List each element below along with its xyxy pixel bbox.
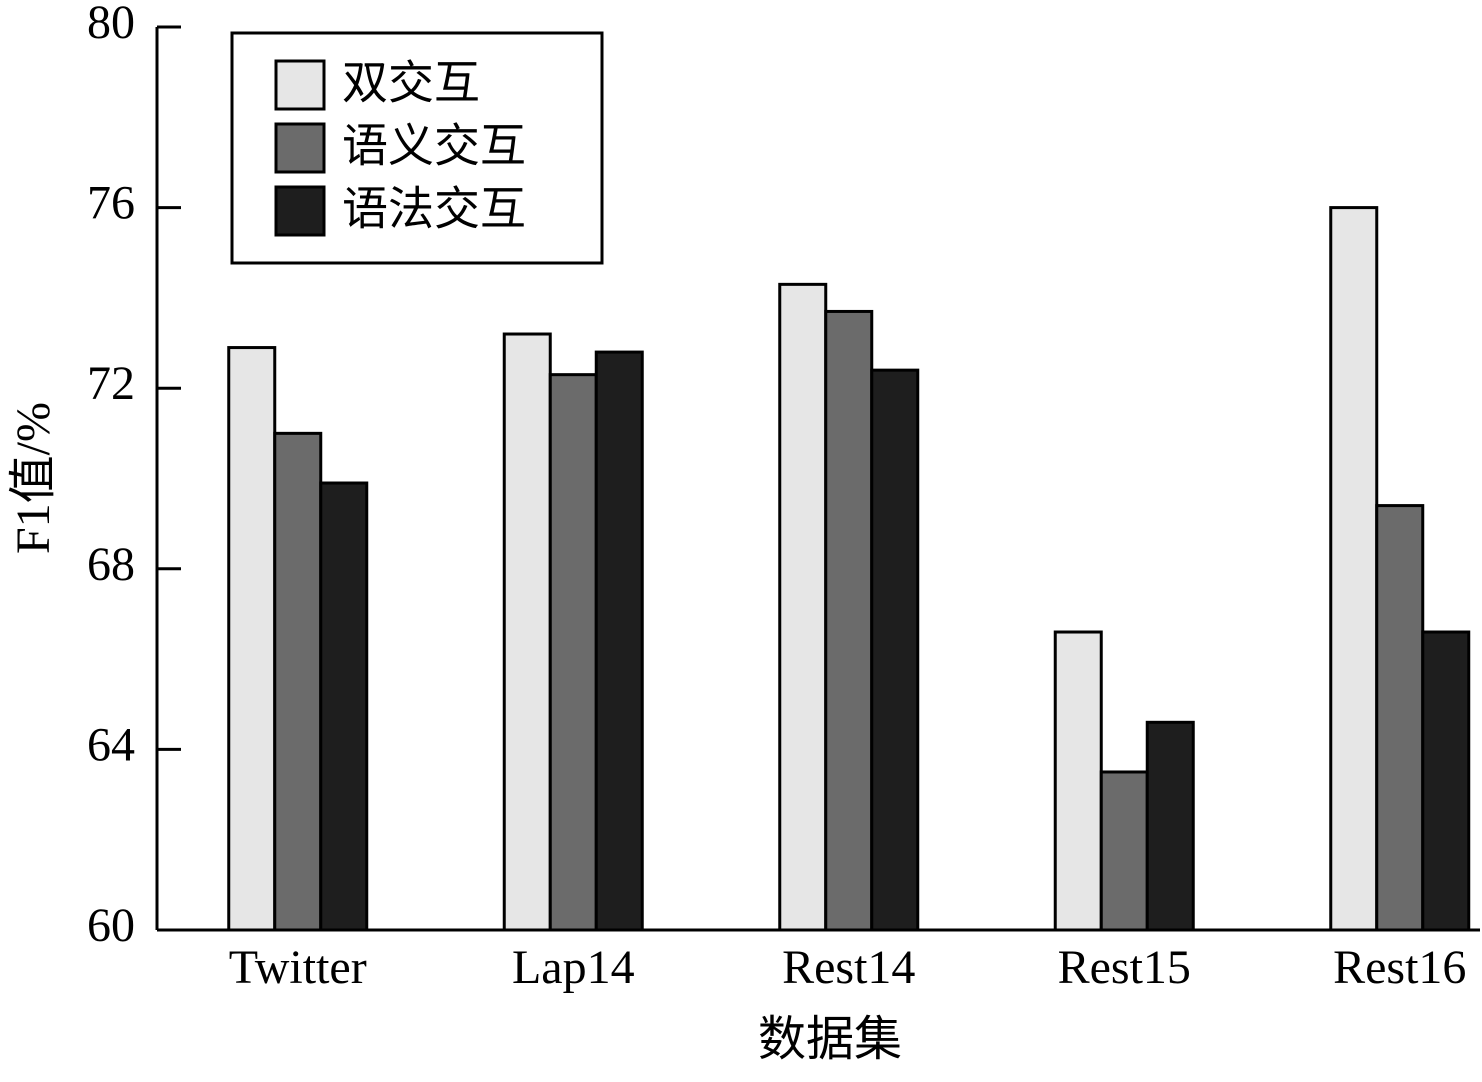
bar: [273, 431, 323, 932]
legend-swatch: [274, 185, 326, 237]
bar: [319, 481, 369, 932]
x-tick-label: Rest16: [1333, 941, 1466, 994]
legend-swatch: [274, 122, 326, 174]
y-tick-label: 60: [87, 899, 135, 952]
bar: [227, 346, 277, 932]
legend-label: 语法交互: [342, 182, 526, 236]
bar: [1421, 630, 1471, 932]
x-axis-label: 数据集: [758, 1013, 902, 1066]
y-tick-label: 68: [87, 538, 135, 591]
bar: [1053, 630, 1103, 932]
bar: [1329, 206, 1379, 932]
legend-label: 语义交互: [342, 119, 526, 173]
x-tick-label: Rest14: [782, 941, 915, 994]
bar: [548, 373, 598, 932]
legend-swatch: [274, 59, 326, 111]
y-tick-label: 76: [87, 177, 135, 230]
x-tick-label: Twitter: [229, 941, 367, 994]
bar: [1099, 770, 1149, 932]
bar: [824, 309, 874, 932]
y-tick-label: 80: [87, 0, 135, 49]
bar: [594, 350, 644, 932]
y-tick-label: 72: [87, 357, 135, 410]
legend-label: 双交互: [342, 56, 480, 110]
y-axis-label: F1值/%: [7, 402, 60, 554]
bar: [870, 368, 920, 932]
y-tick-label: 64: [87, 718, 135, 771]
bar: [778, 282, 828, 932]
x-tick-label: Lap14: [512, 941, 635, 994]
bar: [1145, 720, 1195, 932]
bar: [502, 332, 552, 932]
bar: [1375, 504, 1425, 932]
x-tick-label: Rest15: [1058, 941, 1191, 994]
